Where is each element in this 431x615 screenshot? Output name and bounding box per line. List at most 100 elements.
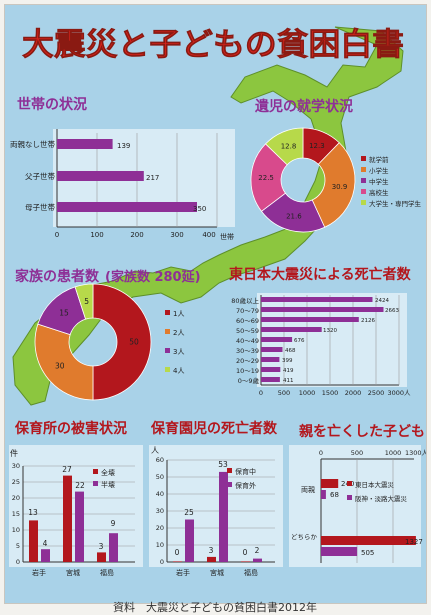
school-high-school-slice	[250, 143, 288, 212]
household-tick-400: 400	[202, 231, 215, 239]
nursery-deaths-bar-miyagi-during	[207, 556, 216, 562]
nursery-deaths-category-miyagi: 宮城	[210, 568, 224, 577]
nursery-deaths-tick-40: 40	[156, 490, 164, 498]
deaths-value-60s: 2126	[361, 318, 375, 324]
nursery-damage-value-fukushima-full: 3	[99, 542, 104, 551]
nursery-damage-tick-0: 0	[16, 558, 20, 566]
nursery-deaths-tick-0: 0	[160, 558, 164, 566]
orphan-legend-hanshin: 阪神・淡路大震災	[355, 494, 408, 503]
footer-strip: 資料 大震災と子どもの貧困白書2012年	[113, 600, 317, 614]
orphan-tick-1300: 1300人	[405, 449, 426, 457]
school-pie-chart: 12.3 30.9 21.6 22.5 12.8 就学前 小学生 中学生 高校生 大学生…	[250, 127, 422, 233]
orphan-bar-both-hanshin	[321, 490, 326, 499]
deaths-tick-2000: 2000	[345, 389, 362, 397]
deaths-bar-20s	[261, 357, 280, 362]
school-pie-slices: 12.3 30.9 21.6 22.5 12.8	[250, 127, 356, 233]
deaths-bar-10s	[261, 367, 281, 372]
orphan-legend-east: 東日本大震災	[355, 480, 395, 489]
nursery-deaths-chart: 人 0 10 20 30 40 50 60 0 25 3 53 0 2 保育中 …	[149, 445, 283, 577]
family-two-value-label: 30	[55, 362, 65, 371]
household-tick-200: 200	[130, 231, 143, 239]
household-value-father-only: 217	[146, 174, 159, 182]
deaths-tick-500: 500	[278, 389, 290, 397]
deaths-value-40s: 676	[294, 338, 305, 344]
deaths-tick-3000: 3000人	[387, 389, 411, 397]
household-value-mother-only: 350	[193, 205, 206, 213]
nursery-damage-tick-5: 5	[16, 542, 20, 550]
nursery-deaths-value-fukushima-outside: 2	[255, 546, 260, 555]
nursery-deaths-legend-outside: 保育外	[235, 481, 256, 490]
nursery-damage-category-iwate: 岩手	[32, 568, 46, 577]
family-pie-slices: 50 30 15 5	[34, 283, 152, 401]
orphan-bar-either-east	[321, 536, 416, 545]
deaths-value-30s: 468	[285, 348, 296, 354]
family-two-slice	[34, 323, 94, 401]
nursery-deaths-bar-fukushima-outside	[253, 558, 262, 562]
nursery-damage-bar-iwate-full	[29, 520, 38, 562]
orphan-category-both: 両親	[301, 485, 315, 494]
family-pie-title: 家族の患者数	[15, 268, 100, 285]
nursery-deaths-value-iwate-during: 0	[175, 548, 180, 557]
nursery-deaths-panel	[149, 445, 283, 567]
household-tick-0: 0	[55, 231, 59, 239]
school-legend-junior-high: 中学生	[369, 177, 389, 186]
school-legend-preschool: 就学前	[369, 155, 389, 164]
family-legend-three: 3人	[173, 348, 184, 356]
school-high-school-value-label: 22.5	[258, 174, 274, 182]
nursery-damage-value-miyagi-half: 22	[75, 481, 85, 490]
source-footer: 資料 大震災と子どもの貧困白書2012年	[113, 600, 317, 614]
school-preschool-value-label: 12.3	[309, 142, 325, 150]
nursery-damage-category-miyagi: 宮城	[66, 568, 80, 577]
deaths-bar-40s	[261, 337, 293, 342]
nursery-damage-tick-25: 25	[12, 478, 20, 486]
deaths-category-80-plus: 80歳以上	[231, 296, 259, 305]
nursery-damage-value-iwate-full: 13	[28, 508, 38, 517]
school-legend-elementary: 小学生	[369, 166, 389, 175]
nursery-deaths-value-miyagi-outside: 53	[218, 460, 228, 469]
nursery-deaths-bar-iwate-outside	[185, 519, 194, 562]
household-bar-no-parents	[57, 139, 113, 149]
deaths-value-10s: 419	[283, 368, 294, 374]
nursery-damage-chart: 件 0 5 10 15 20 25 30 13 4 27 22 3 9 全壊 半…	[9, 445, 143, 577]
orphan-bar-either-hanshin	[321, 547, 358, 556]
nursery-deaths-title: 保育園児の死亡者数	[150, 420, 278, 437]
nursery-deaths-y-unit: 人	[151, 446, 159, 455]
deaths-category-60s: 60〜69	[236, 317, 259, 325]
nursery-damage-tick-10: 10	[12, 526, 20, 534]
orphan-value-either-east: 1327	[405, 538, 423, 546]
poster-title: 大震災と子どもの貧困白書	[22, 27, 404, 63]
orphan-bar-both-east	[321, 479, 339, 488]
nursery-damage-y-unit: 件	[10, 448, 18, 458]
deaths-value-50s: 1320	[323, 328, 337, 334]
school-college-value-label: 12.8	[281, 142, 297, 150]
nursery-damage-tick-15: 15	[12, 510, 20, 518]
family-one-value-label: 50	[129, 338, 139, 347]
poster-canvas: 大震災と子どもの貧困白書 世帯の状況 遺児の就学状況 家族の患者数 (家族数 2…	[9, 26, 426, 577]
family-legend-two: 2人	[173, 329, 184, 337]
nursery-deaths-value-miyagi-during: 3	[209, 546, 214, 555]
orphan-gridlines	[356, 459, 394, 563]
household-unit-label: 世帯	[220, 232, 234, 241]
deaths-category-0-9: 0〜9歳	[238, 376, 260, 385]
family-three-value-label: 15	[59, 309, 69, 318]
school-legend-college: 大学生・専門学生	[369, 199, 422, 208]
nursery-damage-value-fukushima-half: 9	[111, 519, 116, 528]
nursery-damage-category-fukushima: 福島	[100, 568, 114, 577]
deaths-category-30s: 30〜39	[236, 347, 259, 355]
deaths-value-0-9: 411	[283, 378, 294, 384]
nursery-damage-title: 保育所の被害状況	[14, 420, 127, 437]
nursery-deaths-tick-20: 20	[156, 524, 164, 532]
deaths-category-50s: 50〜59	[236, 327, 259, 335]
orphan-value-both-hanshin: 68	[330, 491, 339, 499]
deaths-category-10s: 10〜19	[236, 367, 259, 375]
nursery-damage-bar-fukushima-half	[109, 533, 118, 562]
deaths-category-40s: 40〜49	[236, 337, 259, 345]
school-elementary-value-label: 30.9	[332, 183, 348, 191]
household-chart-title: 世帯の状況	[17, 96, 87, 113]
deaths-tick-2500: 2500	[368, 389, 385, 397]
nursery-damage-value-iwate-half: 4	[43, 539, 48, 548]
deaths-tick-0: 0	[259, 389, 263, 397]
deaths-tick-1500: 1500	[322, 389, 339, 397]
deaths-bar-30s	[261, 347, 283, 352]
household-tick-300: 300	[170, 231, 183, 239]
